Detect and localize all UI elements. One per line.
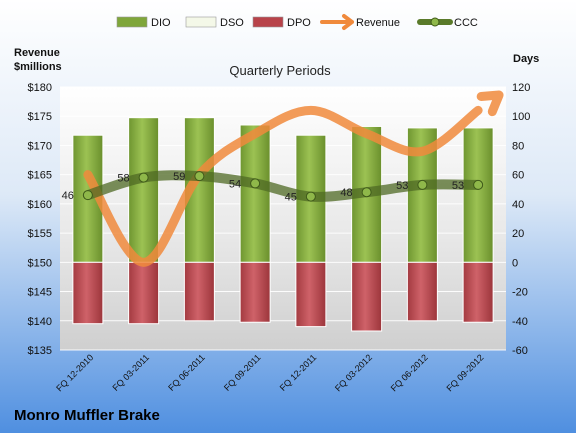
dpo-bar	[239, 261, 271, 323]
dpo-bar	[462, 261, 494, 323]
legend-marker-ccc	[430, 17, 440, 27]
left-tick-label: $175	[28, 111, 52, 123]
legend-swatch-dpo	[252, 16, 284, 28]
legend: DIO DSO DPO Revenue CCC	[116, 14, 478, 30]
right-tick-label: 40	[512, 199, 524, 211]
ccc-point	[82, 190, 93, 201]
ccc-point	[194, 171, 205, 182]
ccc-point	[305, 191, 316, 202]
left-axis-title-line2: $millions	[14, 61, 62, 73]
left-tick-label: $170	[28, 140, 52, 152]
dpo-bar	[128, 261, 160, 325]
ccc-point	[417, 179, 428, 190]
left-tick-label: $135	[28, 345, 52, 357]
chart-title: Quarterly Periods	[229, 63, 331, 78]
dpo-bar	[351, 261, 383, 332]
legend-swatch-dio	[116, 16, 148, 28]
revenue-arrowhead	[476, 90, 504, 117]
legend-label-revenue: Revenue	[356, 17, 400, 29]
dpo-bar	[295, 261, 327, 328]
legend-label-dpo: DPO	[287, 17, 311, 29]
ccc-series: 46 58 59 54 45 48 53 53	[62, 170, 484, 204]
dpo-bar	[406, 261, 438, 322]
dio-bar	[128, 117, 160, 263]
dpo-bar	[72, 261, 104, 325]
revenue-series	[83, 90, 504, 267]
right-tick-label: -60	[512, 345, 528, 357]
ccc-point	[138, 172, 149, 183]
legend-label-ccc: CCC	[454, 17, 478, 29]
left-axis-title-line1: Revenue	[14, 47, 60, 59]
right-axis-title: Days	[513, 53, 539, 65]
ccc-data-label: 59	[173, 171, 185, 183]
right-tick-label: -40	[512, 316, 528, 328]
ccc-data-label: 53	[452, 180, 464, 192]
left-tick-label: $160	[28, 199, 52, 211]
ccc-data-label: 53	[396, 180, 408, 192]
right-tick-label: 20	[512, 228, 524, 240]
legend-swatch-dso	[185, 16, 217, 28]
legend-label-dso: DSO	[220, 17, 244, 29]
ccc-point	[473, 179, 484, 190]
dpo-bar	[183, 261, 215, 322]
left-tick-label: $145	[28, 287, 52, 299]
left-tick-label: $150	[28, 257, 52, 269]
legend-label-dio: DIO	[151, 17, 171, 29]
ccc-data-label: 46	[62, 190, 74, 202]
right-tick-label: 80	[512, 140, 524, 152]
ccc-data-label: 48	[340, 187, 352, 199]
ccc-data-label: 58	[117, 173, 129, 185]
dio-bar	[462, 127, 494, 263]
revenue-line	[83, 105, 483, 267]
ccc-data-label: 54	[229, 178, 241, 190]
ccc-data-label: 45	[285, 192, 297, 204]
left-tick-label: $155	[28, 228, 52, 240]
right-tick-label: 60	[512, 170, 524, 182]
right-tick-label: 100	[512, 111, 530, 123]
ccc-point	[250, 178, 261, 189]
left-tick-label: $140	[28, 316, 52, 328]
dio-bar	[239, 124, 271, 263]
ccc-point	[361, 187, 372, 198]
left-tick-label: $165	[28, 170, 52, 182]
plot-area	[60, 87, 506, 350]
bars	[72, 117, 494, 332]
left-tick-label: $180	[28, 82, 52, 94]
right-tick-label: -20	[512, 287, 528, 299]
right-tick-label: 0	[512, 257, 518, 269]
company-name: Monro Muffler Brake	[14, 407, 160, 424]
right-tick-label: 120	[512, 82, 530, 94]
legend-swatch-revenue	[320, 14, 354, 30]
